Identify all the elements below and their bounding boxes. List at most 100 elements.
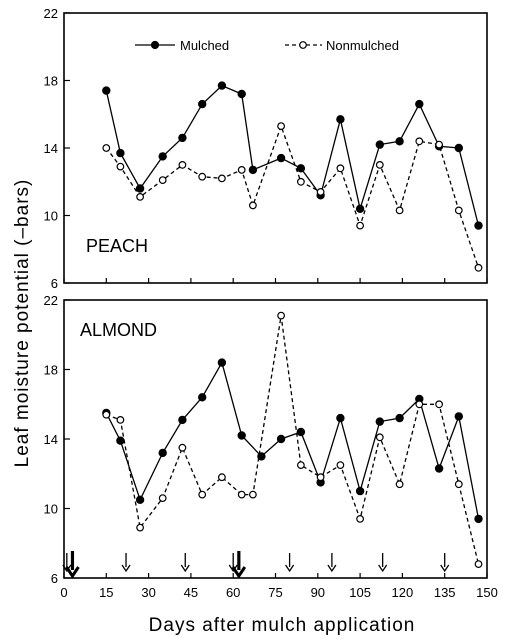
- x-tick-label: 45: [184, 585, 198, 600]
- panel-label-almond: ALMOND: [80, 320, 157, 340]
- data-point-nonmulched: [375, 160, 384, 169]
- series-line-mulched: [105, 360, 480, 520]
- data-point-nonmulched: [395, 206, 404, 215]
- data-point-nonmulched: [435, 140, 444, 149]
- y-tick-label: 10: [44, 209, 58, 224]
- data-point-mulched: [415, 99, 424, 109]
- series-line-mulched: [105, 84, 480, 226]
- data-point-mulched: [454, 143, 463, 153]
- series-line-nonmulched: [106, 315, 480, 565]
- y-tick-label: 6: [51, 276, 58, 291]
- data-point-nonmulched: [356, 221, 365, 230]
- y-tick-label: 18: [44, 363, 58, 378]
- data-point-mulched: [395, 137, 404, 146]
- data-point-mulched: [116, 148, 125, 158]
- legend-marker-mulched: [150, 40, 160, 50]
- data-point-nonmulched: [316, 187, 325, 196]
- arrow-large-icon: [231, 551, 247, 579]
- data-point-nonmulched: [116, 162, 125, 171]
- data-point-nonmulched: [237, 165, 246, 174]
- y-axis-title: Leaf moisture potential (–bars): [12, 179, 33, 468]
- data-point-nonmulched: [474, 560, 483, 568]
- data-point-nonmulched: [297, 177, 305, 186]
- arrow-large-icon: [65, 551, 80, 579]
- arrow-small-icon: [228, 553, 238, 573]
- data-point-nonmulched: [136, 192, 145, 201]
- data-point-nonmulched: [178, 443, 187, 452]
- data-point-nonmulched: [102, 410, 111, 419]
- data-point-nonmulched: [415, 400, 424, 409]
- legend-label-nonmulched: Nonmulched: [326, 38, 399, 53]
- data-point-nonmulched: [116, 416, 125, 424]
- x-tick-label: 30: [141, 585, 155, 600]
- data-point-nonmulched: [198, 490, 207, 499]
- x-tick-label: 120: [392, 585, 414, 600]
- data-point-mulched: [276, 434, 286, 444]
- legend: Mulched Nonmulched: [135, 38, 399, 53]
- data-point-nonmulched: [454, 480, 463, 489]
- arrow-head: [228, 564, 238, 573]
- data-point-mulched: [336, 413, 345, 423]
- data-point-nonmulched: [237, 490, 246, 499]
- y-tick-label: 18: [44, 74, 58, 89]
- arrow-small-icon: [440, 553, 450, 573]
- arrow-small-icon: [62, 553, 72, 573]
- data-point-mulched: [158, 152, 167, 161]
- data-point-mulched: [217, 358, 227, 367]
- data-point-nonmulched: [217, 473, 226, 482]
- y-tick-label: 14: [44, 432, 58, 447]
- arrow-head: [440, 564, 450, 573]
- data-point-mulched: [474, 514, 483, 524]
- data-point-nonmulched: [336, 461, 345, 470]
- arrow-small-icon: [121, 553, 131, 573]
- data-point-mulched: [474, 221, 483, 230]
- data-point-nonmulched: [158, 494, 167, 503]
- data-point-nonmulched: [297, 461, 305, 470]
- data-point-mulched: [248, 165, 258, 175]
- data-point-nonmulched: [158, 176, 167, 185]
- arrow-small-icon: [378, 553, 388, 573]
- data-point-mulched: [454, 412, 463, 421]
- x-tick-label: 15: [99, 585, 113, 600]
- arrow-head: [327, 564, 337, 573]
- data-point-mulched: [395, 413, 404, 423]
- x-tick-label: 105: [349, 585, 371, 600]
- y-tick-label: 22: [44, 6, 58, 21]
- data-point-mulched: [296, 164, 306, 173]
- x-tick-label: 75: [268, 585, 282, 600]
- arrow-head: [285, 564, 295, 573]
- data-point-mulched: [237, 89, 246, 99]
- legend-marker-nonmulched: [299, 41, 307, 49]
- y-tick-label: 6: [51, 571, 58, 586]
- data-point-mulched: [116, 436, 125, 445]
- data-point-mulched: [276, 153, 286, 163]
- arrow-small-icon: [180, 553, 190, 573]
- data-point-mulched: [217, 81, 227, 90]
- data-point-nonmulched: [217, 174, 226, 183]
- x-tick-label: 60: [226, 585, 240, 600]
- arrow-small-icon: [327, 553, 337, 573]
- data-point-mulched: [355, 486, 365, 496]
- series-line-nonmulched: [105, 124, 480, 269]
- data-point-nonmulched: [277, 311, 286, 320]
- data-point-nonmulched: [248, 490, 257, 499]
- data-point-nonmulched: [277, 122, 286, 130]
- data-point-mulched: [135, 495, 145, 504]
- x-tick-label: 150: [476, 585, 498, 600]
- x-axis-title: Days after mulch application: [149, 615, 416, 636]
- data-point-nonmulched: [316, 473, 325, 482]
- y-tick-label: 10: [44, 502, 58, 517]
- data-point-nonmulched: [415, 137, 424, 146]
- arrow-head: [65, 566, 80, 579]
- panel-peach: 6 10 14 18 22 PEACH Mulched Nonmulched: [44, 6, 488, 291]
- data-point-nonmulched: [435, 400, 444, 409]
- arrow-head: [231, 566, 247, 579]
- data-point-mulched: [355, 204, 365, 213]
- data-point-mulched: [237, 431, 246, 440]
- data-point-nonmulched: [474, 263, 483, 272]
- data-point-nonmulched: [395, 480, 404, 489]
- panel-almond: 6 10 14 18 22 0 15 30 45 60 75 90 105 120 135 150 ALMOND: [44, 293, 498, 600]
- data-point-mulched: [158, 448, 167, 458]
- data-point-mulched: [102, 86, 111, 95]
